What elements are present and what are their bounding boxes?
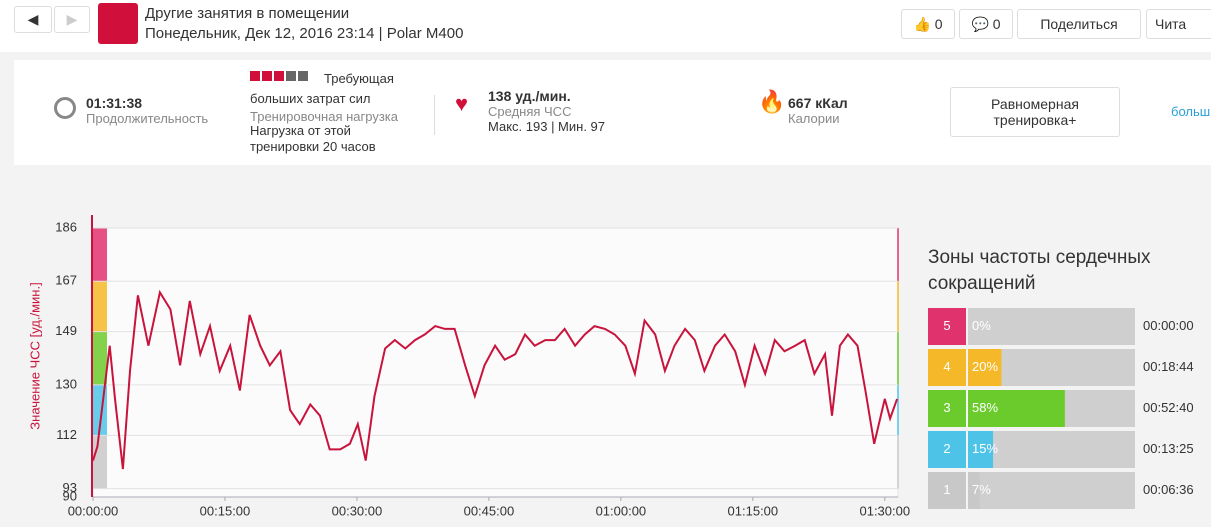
read-button[interactable]: Чита: [1146, 9, 1211, 39]
x-tick-label: 00:00:00: [68, 503, 119, 518]
y-tick-label: 130: [55, 376, 77, 391]
read-label: Чита: [1155, 16, 1187, 32]
zone-track: [968, 308, 1135, 345]
hr-range: Макс. 193 | Мин. 97: [488, 119, 606, 134]
y-tick-label: 112: [56, 427, 77, 442]
zone-number-box: [928, 308, 966, 345]
avg-hr: 138 уд./мин.: [488, 88, 571, 104]
y-tick-label: 90: [63, 488, 77, 503]
avg-hr-label: Средняя ЧСС: [488, 104, 572, 119]
flame-icon: 🔥: [758, 89, 786, 114]
x-tick-label: 01:00:00: [596, 503, 647, 518]
zone-percent: 0%: [972, 318, 991, 333]
zone-number-box: [928, 472, 966, 509]
recovery-line: тренировки 20 часов: [250, 139, 376, 154]
zone-band: [93, 435, 107, 489]
benefit-line: тренировка+: [993, 112, 1077, 128]
y-tick-label: 93: [63, 480, 77, 495]
y-tick-label: 167: [55, 273, 77, 288]
load-blocks: [250, 71, 308, 81]
zones-title: Зоны частоты сердечных сокращений: [928, 247, 1151, 294]
zone-percent: 15%: [972, 441, 998, 456]
zone-bar: [968, 390, 1065, 427]
recovery-line: Нагрузка от этой: [250, 123, 351, 138]
zone-percent: 7%: [972, 482, 991, 497]
zone-number-box: [928, 431, 966, 468]
zone-band: [93, 228, 107, 282]
zone-number: 4: [943, 359, 950, 374]
zone-number: 1: [943, 482, 950, 497]
summary-card: 01:31:38 Продолжительность Требующая бол…: [14, 60, 1211, 165]
x-tick-label: 01:15:00: [728, 503, 779, 518]
share-label: Поделиться: [1040, 16, 1118, 32]
zone-number-box: [928, 349, 966, 386]
duration: 01:31:38: [86, 95, 143, 111]
top-bar: ◀ ▶ Другие занятия в помещении Понедельн…: [0, 0, 1211, 52]
calories-label: Калории: [788, 111, 840, 126]
stopwatch-icon: [54, 97, 76, 119]
zone-bar: [968, 349, 1002, 386]
x-tick-label: 00:45:00: [464, 503, 515, 518]
zone-percent: 58%: [972, 400, 998, 415]
x-tick-label: 00:15:00: [200, 503, 251, 518]
x-tick-label: 01:30:00: [859, 503, 910, 518]
plot-area: [92, 227, 899, 498]
x-tick-label: 00:30:00: [332, 503, 383, 518]
title: Другие занятия в помещении: [145, 5, 350, 22]
calories: 667 кКал: [788, 95, 848, 111]
back-button[interactable]: ◀: [14, 6, 52, 33]
y-axis-title: Значение ЧСС [уд./мин.]: [27, 282, 42, 429]
zone-time: 00:52:40: [1143, 400, 1194, 415]
zone-band: [93, 331, 107, 385]
divider: [434, 95, 435, 135]
subtitle: Понедельник, Дек 12, 2016 23:14 | Polar …: [145, 25, 464, 42]
heart-icon: ♥: [455, 91, 469, 116]
zone-time: 00:18:44: [1143, 359, 1194, 374]
zone-time: 00:13:25: [1143, 441, 1194, 456]
load-line: Требующая: [324, 71, 394, 86]
sport-icon: [98, 3, 138, 44]
hr-line: [92, 289, 899, 470]
zone-track: [968, 431, 1135, 468]
zone-time: 00:00:00: [1143, 318, 1194, 333]
comment-button[interactable]: 💬 0: [959, 9, 1013, 39]
y-tick-label: 186: [55, 219, 77, 234]
y-tick-label: 149: [55, 323, 77, 338]
benefit-button[interactable]: Равномерная тренировка+: [950, 87, 1120, 137]
more-link[interactable]: больш: [1171, 104, 1211, 119]
zone-percent: 20%: [972, 359, 998, 374]
duration-label: Продолжительность: [86, 111, 209, 126]
like-count: 0: [934, 16, 943, 32]
zone-number: 2: [943, 441, 950, 456]
zone-track: [968, 472, 1135, 509]
zone-band: [93, 281, 107, 332]
zone-number-box: [928, 390, 966, 427]
zone-number: 3: [943, 400, 950, 415]
share-button[interactable]: Поделиться: [1017, 9, 1141, 39]
load-line: больших затрат сил: [250, 91, 371, 106]
comment-count: 0: [992, 16, 1001, 32]
zone-time: 00:06:36: [1143, 482, 1194, 497]
zone-number: 5: [943, 318, 950, 333]
zone-bar: [968, 431, 994, 468]
zone-bar: [968, 472, 980, 509]
forward-button[interactable]: ▶: [54, 6, 90, 33]
like-button[interactable]: 👍 0: [901, 9, 955, 39]
benefit-line: Равномерная: [991, 96, 1079, 112]
load-label: Тренировочная нагрузка: [250, 109, 399, 124]
chart: Значение ЧСС [уд./мин.] Зоны частоты сер…: [27, 215, 1194, 518]
